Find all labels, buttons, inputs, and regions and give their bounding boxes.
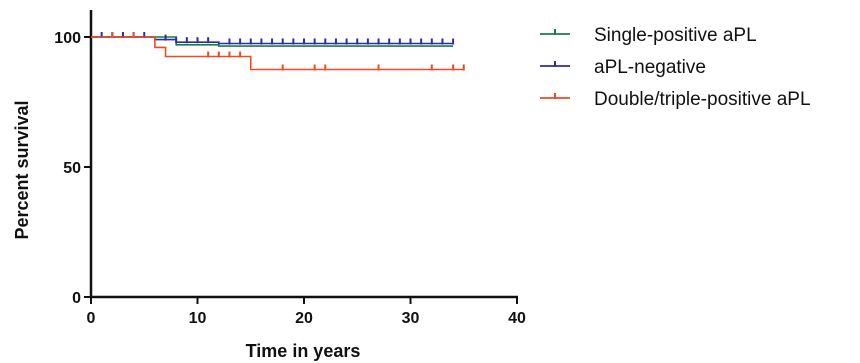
series-1 (91, 36, 454, 47)
y-tick-label: 100 (54, 30, 81, 47)
x-axis-title: Time in years (246, 341, 361, 361)
series-layer (91, 32, 465, 71)
y-tick-label: 0 (72, 290, 81, 307)
x-tick-label: 40 (508, 310, 526, 327)
legend-item: Single-positive aPL (540, 25, 757, 46)
legend-item: Double/triple-positive aPL (540, 89, 811, 110)
legend-label: Single-positive aPL (594, 25, 757, 46)
x-tick-label: 10 (189, 310, 207, 327)
x-tick-label: 0 (87, 310, 96, 327)
series-2 (91, 32, 455, 45)
y-tick-label: 50 (63, 160, 81, 177)
series-3 (91, 32, 465, 71)
survival-curve (91, 36, 464, 71)
survival-curve (91, 36, 454, 47)
y-axis-title: Percent survival (12, 100, 32, 239)
legend-label: Double/triple-positive aPL (594, 89, 811, 110)
legend-label: aPL-negative (594, 57, 706, 78)
x-tick-label: 20 (295, 310, 313, 327)
legend: Single-positive aPL aPL-negative Double/tr… (540, 25, 811, 110)
legend-item: aPL-negative (540, 57, 706, 78)
x-tick-label: 30 (402, 310, 420, 327)
axes: 0 10 20 30 40 0 50 100 (54, 10, 526, 327)
